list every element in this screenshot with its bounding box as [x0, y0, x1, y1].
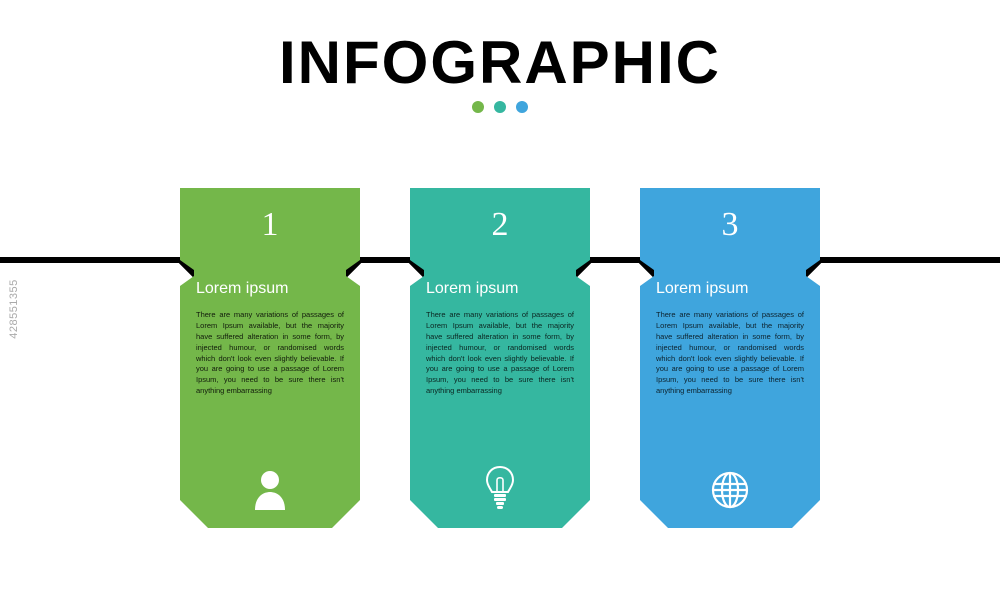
card-number: 1	[196, 206, 344, 244]
card-number: 2	[426, 206, 574, 244]
card-2: 2 Lorem ipsum There are many variations …	[410, 188, 590, 528]
dot-0	[472, 101, 484, 113]
card-heading: Lorem ipsum	[196, 280, 344, 298]
bulb-icon	[426, 460, 574, 510]
card-1: 1 Lorem ipsum There are many variations …	[180, 188, 360, 528]
dot-1	[494, 101, 506, 113]
cards-row: 1 Lorem ipsum There are many variations …	[0, 188, 1000, 528]
card-heading: Lorem ipsum	[426, 280, 574, 298]
page-title: INFOGRAPHIC	[0, 28, 1000, 97]
accent-dots	[0, 101, 1000, 113]
person-icon	[196, 460, 344, 510]
card-number: 3	[656, 206, 804, 244]
watermark: 428551355	[8, 279, 20, 339]
card-body: There are many variations of passages of…	[656, 310, 804, 397]
card-body: There are many variations of passages of…	[426, 310, 574, 397]
card-3: 3 Lorem ipsum There are many variations …	[640, 188, 820, 528]
globe-icon	[656, 460, 804, 510]
card-heading: Lorem ipsum	[656, 280, 804, 298]
card-body: There are many variations of passages of…	[196, 310, 344, 397]
dot-2	[516, 101, 528, 113]
